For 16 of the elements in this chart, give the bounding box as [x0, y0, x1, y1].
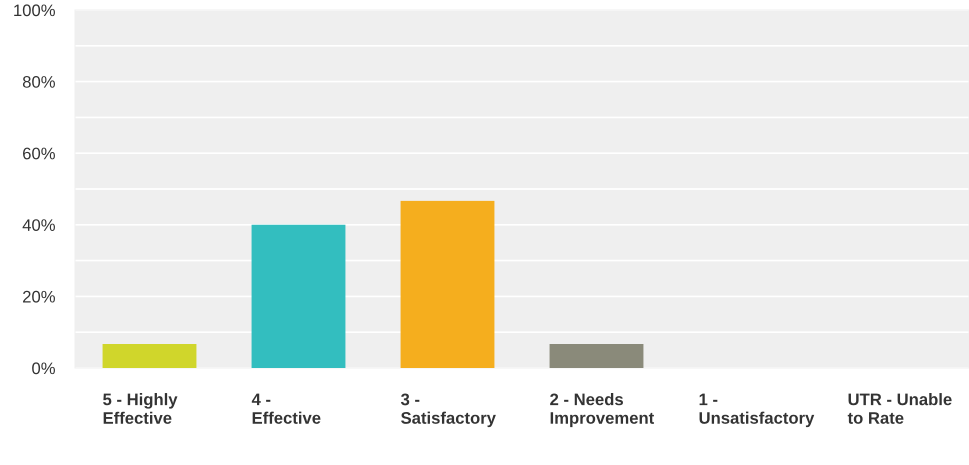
x-tick-label: 2 - Needs Improvement — [550, 393, 654, 428]
x-tick-label: 4 - Effective — [252, 394, 320, 424]
y-tick-label: 40% — [22, 219, 55, 232]
y-tick-label: 80% — [22, 76, 55, 88]
x-tick-label: 5 - Highly Effective — [103, 393, 178, 424]
x-tick-label: 1 - Unsatisfactory — [700, 394, 814, 428]
bar — [400, 200, 494, 368]
x-tick-label: UTR - Unable to Rate — [848, 393, 952, 424]
bar — [102, 344, 196, 368]
bar — [252, 224, 346, 368]
bar — [550, 344, 644, 368]
y-tick-label: 0% — [32, 362, 55, 374]
x-tick-label: 3 - Satisfactory — [400, 394, 496, 428]
y-tick-label: 20% — [23, 290, 55, 303]
y-tick-label: 100% — [14, 4, 55, 16]
y-tick-label: 60% — [23, 148, 55, 160]
